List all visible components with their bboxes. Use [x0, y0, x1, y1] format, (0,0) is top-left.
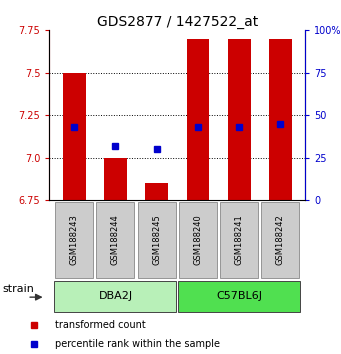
Bar: [145, 183, 168, 200]
Title: GDS2877 / 1427522_at: GDS2877 / 1427522_at: [97, 15, 258, 29]
Text: GSM188242: GSM188242: [276, 215, 285, 265]
Text: C57BL6J: C57BL6J: [216, 291, 262, 302]
Bar: [104, 158, 127, 200]
Bar: [55, 202, 93, 278]
Bar: [269, 39, 292, 200]
Text: transformed count: transformed count: [55, 320, 145, 330]
Bar: [228, 39, 251, 200]
Text: GSM188241: GSM188241: [235, 215, 244, 265]
Bar: [97, 202, 134, 278]
Bar: [220, 202, 258, 278]
Bar: [178, 281, 300, 312]
Text: percentile rank within the sample: percentile rank within the sample: [55, 339, 220, 349]
Text: DBA2J: DBA2J: [99, 291, 133, 302]
Bar: [187, 39, 209, 200]
Text: GSM188245: GSM188245: [152, 215, 161, 265]
Bar: [55, 281, 177, 312]
Text: GSM188244: GSM188244: [111, 215, 120, 265]
Bar: [179, 202, 217, 278]
Text: GSM188240: GSM188240: [193, 215, 203, 265]
Text: GSM188243: GSM188243: [70, 215, 79, 265]
Bar: [63, 73, 86, 200]
Bar: [262, 202, 299, 278]
Bar: [138, 202, 176, 278]
Text: strain: strain: [2, 284, 34, 294]
